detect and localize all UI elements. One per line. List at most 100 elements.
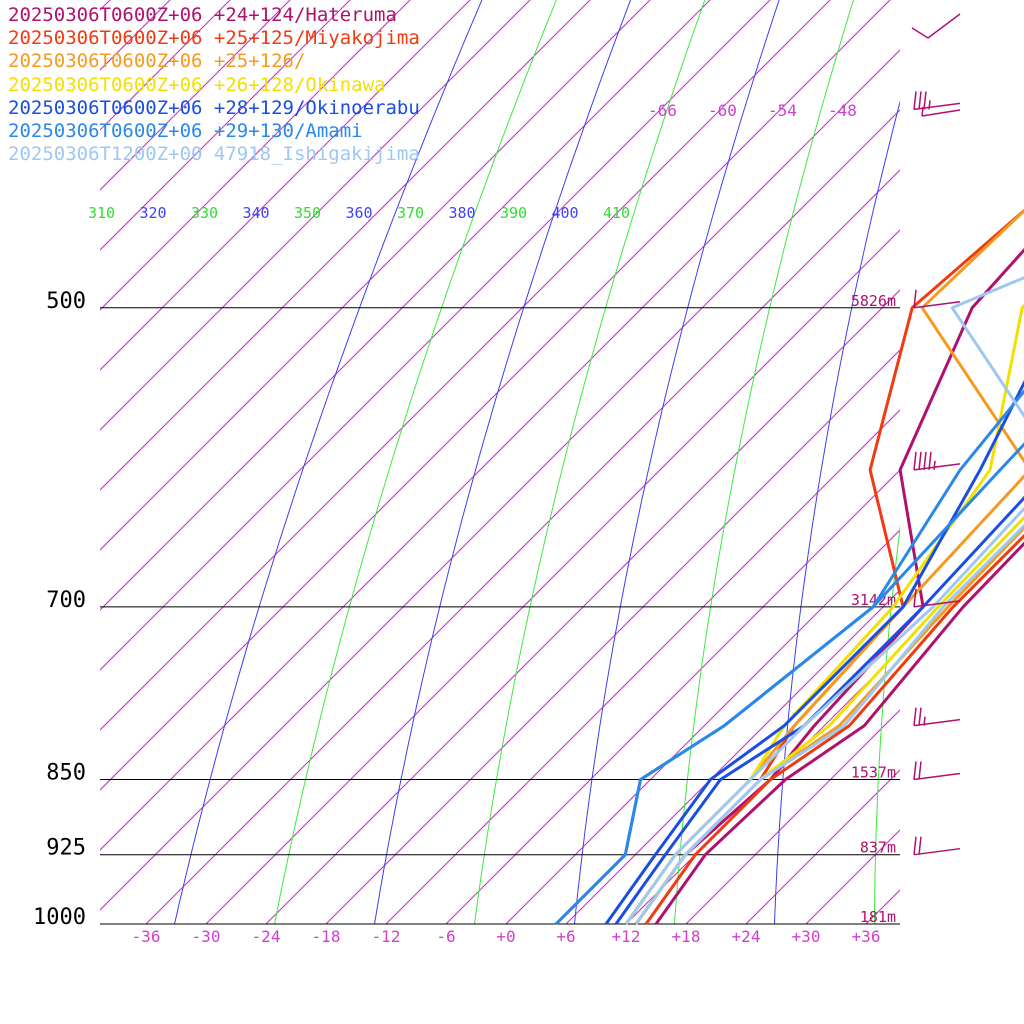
wind-barb-staff	[913, 463, 961, 471]
isotherm-line	[100, 49, 900, 851]
dry-adiabat-line	[773, 100, 900, 924]
isotherm-line	[325, 349, 900, 924]
wind-barb	[913, 761, 961, 781]
wind-barb	[921, 106, 961, 117]
isotherm-line	[100, 0, 711, 611]
wind-barb-feather	[918, 707, 922, 726]
legend-entry: 20250306T0600Z+06 +26+128/Okinawa	[8, 73, 386, 96]
wind-barb	[913, 451, 961, 471]
wind-barb	[913, 289, 961, 309]
temperature-tick-label: +24	[732, 927, 761, 946]
wind-barb-staff	[913, 718, 961, 727]
wind-barb-staff	[913, 772, 961, 781]
wind-barb-feather	[913, 588, 917, 607]
temperature-tick-label: -24	[252, 927, 281, 946]
wind-barb-staff	[921, 109, 961, 117]
temperature-tick-label: +6	[556, 927, 575, 946]
wind-barb-staff	[913, 847, 961, 856]
wind-barb-feather	[913, 91, 917, 110]
theta-label: 310	[88, 204, 115, 222]
isotherm-line	[505, 529, 900, 924]
pressure-label: 925	[46, 836, 86, 861]
wind-barb-feather	[918, 761, 922, 780]
height-label: 837m	[860, 839, 896, 857]
temperature-profile	[644, 533, 1024, 925]
theta-label: 380	[449, 204, 476, 222]
dewpoint-profile	[554, 389, 1024, 926]
upper-isotherm-label: -60	[708, 101, 737, 120]
skew-t-grid	[100, 0, 900, 924]
theta-label: 400	[552, 204, 579, 222]
pressure-levels: 10016591m15014200m20012390m25010907m3009…	[33, 289, 900, 930]
upper-isotherm-labels: -66 -60 -54 -48	[648, 101, 857, 120]
temperature-tick-label: -12	[372, 927, 401, 946]
wind-barb-feather	[923, 91, 927, 110]
wind-barb-feather	[918, 451, 922, 470]
temperature-tick-label: -36	[132, 927, 161, 946]
temperature-profile	[634, 523, 1024, 925]
isotherm-line	[565, 589, 900, 924]
upper-isotherm-label: -54	[768, 101, 797, 120]
wind-barb-half-feather	[928, 100, 931, 110]
wind-barb-half-feather	[921, 106, 924, 117]
wind-barb-half-feather	[923, 716, 926, 726]
dry-adiabat-line	[273, 0, 557, 924]
wind-barb-feather	[923, 451, 927, 470]
wind-barb-feather	[913, 451, 917, 470]
theta-labels: 310 320 330 340 350 360 370 380 390 400 410	[88, 204, 630, 222]
sounding-profiles	[554, 208, 1024, 926]
wind-barb-half-feather	[933, 460, 936, 470]
dry-adiabat-line	[573, 0, 780, 924]
wind-barb-feather	[928, 451, 932, 470]
wind-barb-feather	[913, 836, 917, 855]
legend-entry: 20250306T0600Z+06 +25+126/	[8, 50, 306, 73]
wind-barb	[913, 91, 961, 111]
theta-label: 360	[346, 204, 373, 222]
dry-adiabat-line	[874, 524, 900, 924]
isotherm-line	[265, 289, 900, 924]
temperature-tick-label: +30	[792, 927, 821, 946]
isotherm-line	[100, 0, 831, 731]
temperature-tick-label: +12	[612, 927, 641, 946]
upper-isotherm-label: -66	[648, 101, 677, 120]
height-label: 1537m	[851, 764, 896, 782]
wind-barb	[913, 707, 961, 727]
isotherm-line	[385, 409, 900, 924]
wind-barb-feather	[913, 707, 917, 726]
height-label: 5826m	[851, 292, 896, 310]
theta-label: 330	[191, 204, 218, 222]
isotherm-line	[205, 229, 900, 924]
temperature-tick-label: +18	[672, 927, 701, 946]
isotherm-line	[100, 0, 771, 671]
legend: 20250306T0600Z+06 +24+124/Hateruma 20250…	[8, 4, 420, 166]
theta-label: 320	[140, 204, 167, 222]
legend-entry: 20250306T0600Z+06 +25+125/Miyakojima	[8, 27, 420, 50]
legend-entry: 20250306T0600Z+06 +24+124/Hateruma	[8, 4, 397, 26]
isotherm-line	[145, 169, 900, 924]
temperature-tick-label: -18	[312, 927, 341, 946]
legend-entry: 20250306T0600Z+06 +29+130/Amami	[8, 120, 363, 143]
theta-label: 390	[500, 204, 527, 222]
temperature-profile	[614, 495, 1024, 925]
wind-barb	[913, 588, 961, 608]
isotherm-line	[100, 0, 891, 791]
isotherm-line	[865, 889, 900, 924]
dry-adiabat-line	[473, 0, 706, 924]
temperature-tick-label: +0	[496, 927, 515, 946]
pressure-label: 700	[46, 588, 86, 613]
pressure-label: 1000	[33, 905, 86, 930]
height-label: 181m	[860, 908, 896, 926]
theta-label: 370	[397, 204, 424, 222]
wind-barb-staff	[913, 102, 961, 111]
dewpoint-profile	[604, 379, 1024, 925]
isotherm-line	[100, 109, 900, 911]
legend-entry: 20250306T1200Z+00 47918_Ishigakijima	[8, 143, 420, 166]
wind-barb-feather	[918, 836, 922, 855]
wind-barb-staff	[913, 600, 961, 608]
wind-barb-staff	[913, 301, 961, 309]
theta-label: 340	[243, 204, 270, 222]
dry-adiabat-line	[173, 0, 483, 924]
wind-barb-top	[911, 13, 961, 39]
legend-entry: 20250306T0600Z+06 +28+129/Okinoerabu	[8, 96, 420, 119]
